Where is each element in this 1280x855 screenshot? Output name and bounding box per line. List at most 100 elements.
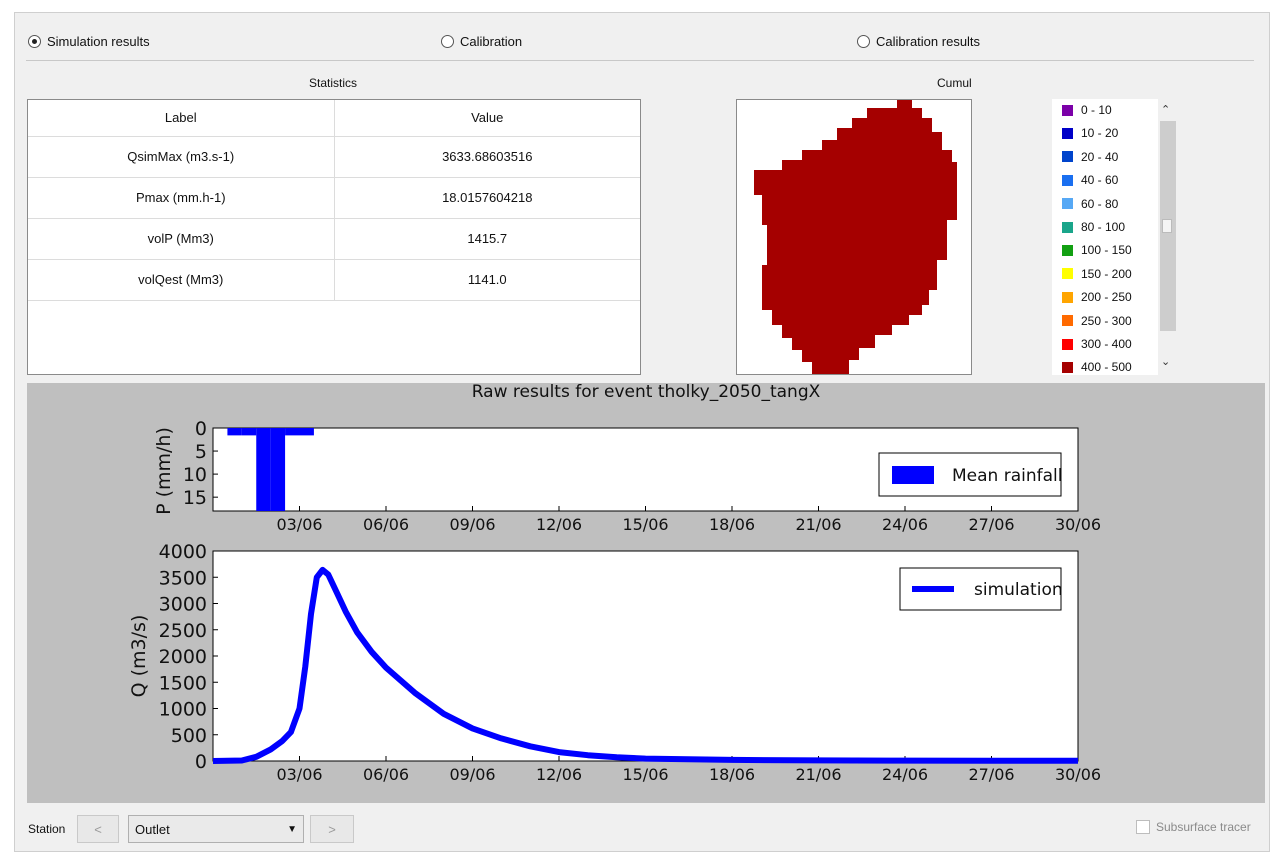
legend-scrollbar[interactable]: ⌃ ⌄ <box>1158 99 1176 375</box>
y-tick-label: 2000 <box>159 646 207 668</box>
legend-label: 150 - 200 <box>1081 266 1132 281</box>
legend-item: 40 - 60 <box>1062 171 1118 189</box>
table-row[interactable]: Pmax (mm.h-1) 18.0157604218 <box>28 177 640 219</box>
catchment-map-svg <box>754 100 957 374</box>
legend-swatch <box>1062 127 1073 139</box>
radio-indicator <box>857 35 870 48</box>
radio-calibration-results[interactable]: Calibration results <box>857 34 980 49</box>
legend-swatch <box>1062 151 1073 163</box>
radio-indicator <box>28 35 41 48</box>
legend-item: 80 - 100 <box>1062 218 1125 236</box>
simulation-legend-box <box>899 567 1062 611</box>
chevron-down-icon[interactable]: ⌄ <box>1161 356 1171 368</box>
column-header-value: Value <box>334 100 640 137</box>
radio-calibration[interactable]: Calibration <box>441 34 522 49</box>
x-tick-label: 18/06 <box>709 515 755 534</box>
legend-swatch <box>1062 268 1073 280</box>
station-select[interactable]: Outlet ▼ <box>128 815 304 843</box>
rainfall-bar <box>241 428 257 436</box>
legend-label: 300 - 400 <box>1081 337 1132 351</box>
legend-item: 0 - 10 <box>1062 101 1112 119</box>
table-row[interactable]: QsimMax (m3.s-1) 3633.68603516 <box>28 136 640 178</box>
x-tick-label: 15/06 <box>622 765 668 784</box>
y-tick-label: 15 <box>183 487 207 509</box>
y-tick-label: 500 <box>171 725 207 747</box>
cell-label: Pmax (mm.h-1) <box>28 177 335 219</box>
table-row[interactable]: volQest (Mm3) 1141.0 <box>28 259 640 301</box>
legend-swatch <box>1062 104 1073 116</box>
x-tick-label: 30/06 <box>1055 765 1101 784</box>
legend-item: 20 - 40 <box>1062 148 1118 166</box>
chart-title: Raw results for event tholky_2050_tangX <box>472 383 821 402</box>
subsurface-tracer-checkbox[interactable]: Subsurface tracer <box>1136 820 1251 834</box>
radio-label: Calibration results <box>876 34 981 49</box>
y-tick-label: 3500 <box>159 567 207 589</box>
y-tick-label: 5 <box>195 441 207 463</box>
plot-area: Raw results for event tholky_2050_tangX 0… <box>27 383 1265 803</box>
legend-item: 300 - 400 <box>1062 335 1132 353</box>
map-title: Cumul <box>937 76 972 90</box>
legend-label: 60 - 80 <box>1081 196 1119 211</box>
station-label: Station <box>28 822 66 836</box>
y-axis-label: Q (m3/s) <box>128 615 150 698</box>
legend-label: 40 - 60 <box>1081 173 1119 188</box>
cell-value: 1415.7 <box>334 218 640 260</box>
legend-item: 200 - 250 <box>1062 288 1132 306</box>
x-tick-label: 09/06 <box>449 765 495 784</box>
column-header-label: Label <box>28 100 335 137</box>
legend-swatch <box>1062 174 1073 186</box>
checkbox-box[interactable] <box>1136 820 1150 834</box>
legend-label: 10 - 20 <box>1081 126 1119 141</box>
legend-label: 200 - 250 <box>1081 290 1132 305</box>
radio-indicator <box>441 35 454 48</box>
x-tick-label: 09/06 <box>449 515 495 534</box>
legend-label: 100 - 150 <box>1081 243 1132 258</box>
legend-swatch <box>1062 244 1073 256</box>
y-tick-label: 2500 <box>159 620 207 642</box>
y-tick-label: 10 <box>183 464 207 486</box>
simulation-line <box>212 566 1079 764</box>
x-tick-label: 03/06 <box>276 515 322 534</box>
rainfall-bar <box>227 428 242 436</box>
rainfall-bar <box>299 428 314 436</box>
x-tick-label: 27/06 <box>968 515 1014 534</box>
rainfall-legend-label: Mean rainfall <box>952 466 1062 486</box>
rainfall-bar <box>256 428 271 511</box>
cumul-map <box>736 99 972 375</box>
legend-swatch <box>1062 291 1073 303</box>
chevron-up-icon[interactable]: ⌃ <box>1161 104 1171 116</box>
rainfall-bar <box>270 428 286 511</box>
y-tick-label: 4000 <box>159 541 207 563</box>
table-row[interactable]: volP (Mm3) 1415.7 <box>28 218 640 260</box>
scrollbar-thumb[interactable] <box>1162 219 1172 233</box>
x-tick-label: 21/06 <box>795 765 841 784</box>
rainfall-bar <box>285 428 300 436</box>
x-tick-label: 06/06 <box>363 515 409 534</box>
radio-label: Calibration <box>460 34 523 49</box>
cell-label: QsimMax (m3.s-1) <box>28 136 335 178</box>
legend-item: 60 - 80 <box>1062 195 1118 213</box>
x-tick-label: 15/06 <box>622 515 668 534</box>
radio-simulation-results[interactable]: Simulation results <box>28 34 150 49</box>
dropdown-arrow-icon: ▼ <box>287 824 297 835</box>
legend-swatch <box>1062 315 1073 327</box>
x-tick-label: 12/06 <box>536 765 582 784</box>
next-station-button[interactable]: > <box>310 815 354 843</box>
legend-label: 250 - 300 <box>1081 313 1132 328</box>
prev-station-button[interactable]: < <box>77 815 119 843</box>
checkbox-label: Subsurface tracer <box>1156 820 1251 834</box>
legend-label: 0 - 10 <box>1081 103 1112 117</box>
legend-item: 100 - 150 <box>1062 241 1132 259</box>
legend-item: 400 - 500 <box>1062 358 1132 376</box>
hydrograph-plot: Raw results for event tholky_2050_tangX 0… <box>128 383 1101 784</box>
legend-item: 10 - 20 <box>1062 124 1118 142</box>
legend-label: 400 - 500 <box>1081 360 1132 375</box>
cell-label: volQest (Mm3) <box>28 259 335 301</box>
simulation-legend-label: simulation <box>974 580 1063 600</box>
statistics-table: Label Value QsimMax (m3.s-1) 3633.686035… <box>27 99 641 375</box>
catchment-polygon <box>754 100 957 374</box>
x-tick-label: 24/06 <box>882 765 928 784</box>
legend-swatch <box>1062 361 1073 373</box>
y-tick-label: 1000 <box>159 699 207 721</box>
x-tick-label: 06/06 <box>363 765 409 784</box>
